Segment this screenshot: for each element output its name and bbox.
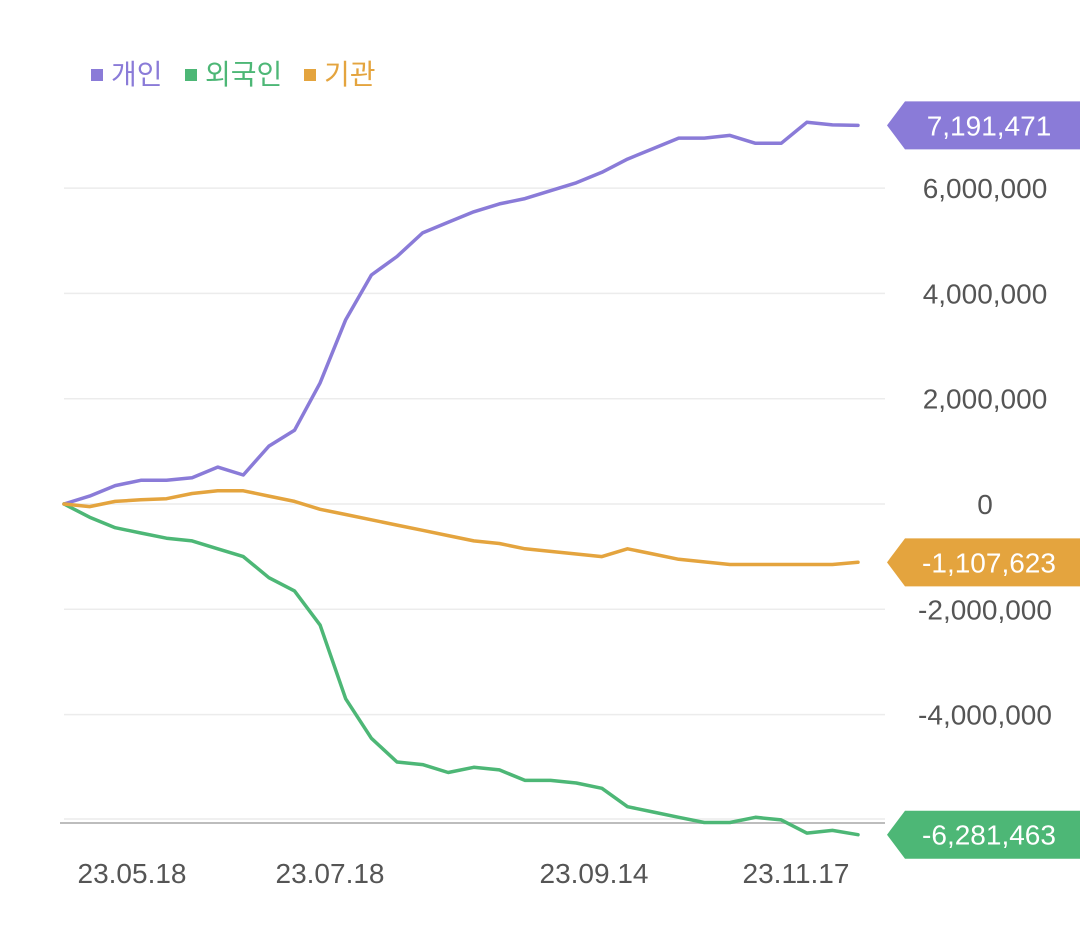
legend-swatch-1	[185, 69, 197, 81]
series-line-0	[62, 120, 860, 506]
y-tick-label: 6,000,000	[923, 173, 1048, 204]
value-tag-0	[887, 101, 1080, 150]
value-tag-label: -6,281,463	[922, 820, 1056, 851]
legend-swatch-2	[304, 69, 316, 81]
x-tick-label: 23.05.18	[78, 858, 187, 889]
series-line-1	[62, 502, 860, 837]
legend-label: 개인	[111, 59, 163, 90]
legend-swatch-0	[91, 69, 103, 81]
value-tag-1	[887, 810, 1080, 859]
y-tick-label: -2,000,000	[918, 594, 1052, 625]
value-tag-label: -1,107,623	[922, 547, 1056, 578]
x-tick-label: 23.09.14	[540, 858, 649, 889]
value-tag-2	[887, 538, 1080, 587]
legend-label: 기관	[324, 59, 376, 90]
y-tick-label: -4,000,000	[918, 700, 1052, 731]
legend-label: 외국인	[205, 59, 282, 90]
x-tick-label: 23.07.18	[276, 858, 385, 889]
x-tick-label: 23.11.17	[743, 858, 850, 889]
series-line-2	[62, 489, 860, 567]
y-tick-label: 2,000,000	[923, 384, 1048, 415]
y-tick-label: 4,000,000	[923, 278, 1048, 309]
y-tick-label: 0	[977, 489, 993, 520]
value-tag-label: 7,191,471	[927, 110, 1052, 141]
